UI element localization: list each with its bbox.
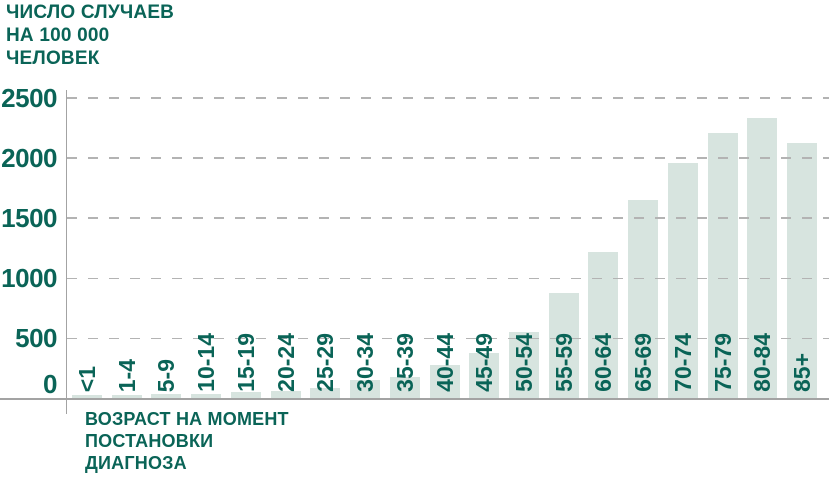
x-tick-label: 65-69: [630, 333, 657, 392]
gridline: [67, 157, 829, 159]
x-tick-label: 25-29: [312, 333, 339, 392]
y-tick-label: 0: [43, 369, 57, 399]
bar: [230, 392, 261, 399]
x-tick-label: 50-54: [510, 333, 537, 392]
x-tick-label: 55-59: [550, 333, 577, 392]
bar: [389, 376, 420, 399]
bar: [707, 132, 738, 399]
x-axis-line: [0, 397, 829, 400]
bar: [429, 364, 460, 399]
bar: [151, 394, 182, 399]
bar: [667, 162, 698, 399]
y-tick-label: 500: [15, 323, 57, 354]
gridline: [67, 277, 829, 280]
y-tick-label: 2500: [1, 83, 57, 113]
bar: [111, 394, 142, 399]
bar: [71, 395, 102, 399]
bar: [548, 293, 579, 399]
bar: [469, 352, 500, 399]
bar: [270, 390, 301, 399]
gridline: [67, 337, 829, 340]
x-tick-label: 15-19: [232, 333, 259, 392]
bar: [588, 252, 619, 399]
x-tick-label: 60-64: [590, 333, 617, 392]
x-tick-label: <1: [73, 365, 100, 392]
gridline: [67, 97, 829, 99]
x-tick-label: 1-4: [113, 358, 140, 392]
x-tick-label: 40-44: [431, 333, 458, 392]
x-tick-label: 85+: [789, 352, 816, 392]
x-tick-label: 75-79: [709, 333, 736, 392]
x-tick-label: 20-24: [272, 333, 299, 392]
bar: [508, 331, 539, 399]
bar: [310, 387, 341, 399]
gridline: [67, 217, 829, 219]
bar: [628, 199, 659, 399]
x-tick-label: 10-14: [193, 333, 220, 392]
y-axis-title: ЧИСЛО СЛУЧАЕВ НА 100 000 ЧЕЛОВЕК: [6, 2, 175, 69]
x-axis-title: ВОЗРАСТ НА МОМЕНТ ПОСТАНОВКИ ДИАГНОЗА: [85, 409, 289, 473]
bar: [787, 143, 818, 399]
x-tick-label: 35-39: [391, 333, 418, 392]
y-tick-label: 2000: [1, 143, 57, 174]
x-tick-label: 5-9: [153, 358, 180, 392]
y-tick-label: 1500: [1, 203, 57, 234]
y-axis-line: [65, 90, 67, 414]
bar: [191, 393, 222, 399]
y-tick-label: 1000: [1, 263, 57, 294]
bar: [747, 118, 778, 399]
bar: [350, 380, 381, 399]
x-tick-label: 45-49: [471, 333, 498, 392]
x-tick-label: 80-84: [749, 333, 776, 392]
x-tick-label: 30-34: [352, 333, 379, 392]
x-tick-label: 70-74: [669, 333, 696, 392]
